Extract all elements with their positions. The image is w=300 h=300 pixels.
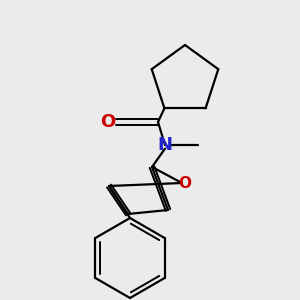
Text: O: O bbox=[100, 113, 116, 131]
Text: O: O bbox=[178, 176, 191, 190]
Text: N: N bbox=[158, 136, 172, 154]
